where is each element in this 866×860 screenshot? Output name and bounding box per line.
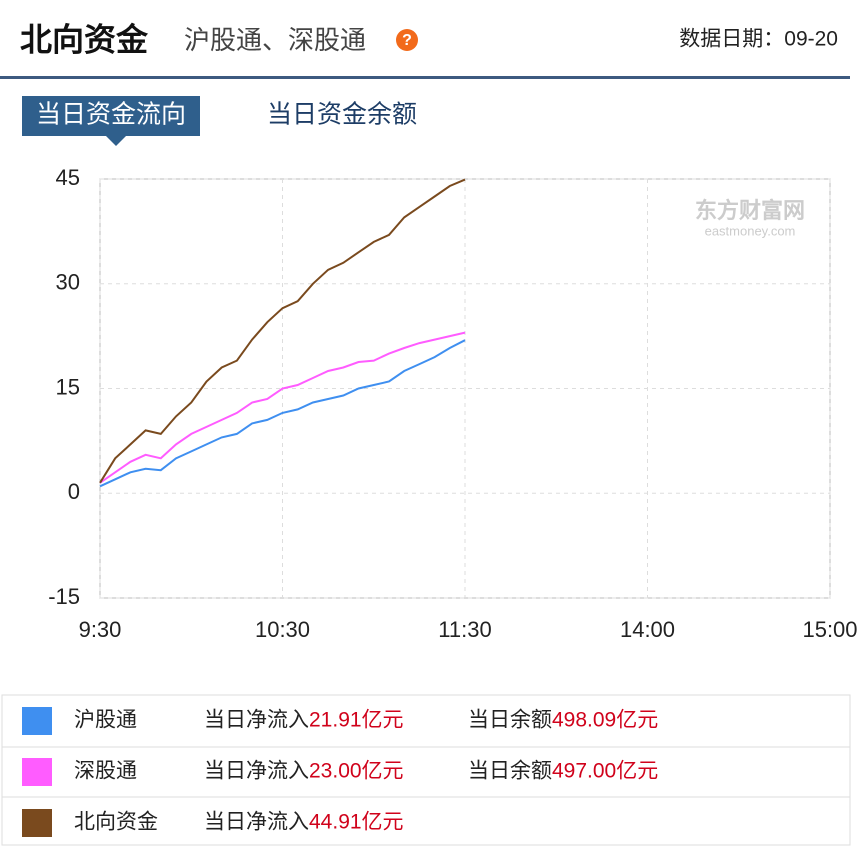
legend-swatch [22,707,52,735]
date: 数据日期：09-20 [679,28,838,51]
y-tick-label: 15 [56,374,80,399]
tab-label[interactable]: 当日资金余额 [267,101,417,129]
y-tick-label: 30 [56,270,80,295]
title: 北向资金 [20,21,149,57]
inflow-value: 23.00亿元 [309,760,404,783]
tab-active[interactable] [22,96,200,136]
legend-table [1,694,851,846]
series-line [99,178,466,484]
inflow-value: 21.91亿元 [309,709,404,732]
watermark-url: eastmoney.com [705,223,796,238]
balance-value: 498.09亿元 [552,709,658,732]
legend-name: 沪股通 [74,709,137,732]
x-tick-label: 11:30 [438,617,491,642]
header-rule [0,76,850,79]
inflow-label: 当日净流入 [204,709,309,732]
legend-name: 北向资金 [74,811,158,834]
y-tick-label: -15 [48,584,80,609]
x-tick-label: 9:30 [79,617,122,642]
x-tick-label: 15:00 [802,617,857,642]
tab-pointer [106,136,126,146]
inflow-value: 44.91亿元 [309,811,404,834]
legend-name: 深股通 [74,760,137,783]
legend-swatch [22,809,52,837]
legend-swatch [22,758,52,786]
subtitle: 沪股通、深股通 [184,25,366,55]
y-tick-label: 45 [56,165,80,190]
balance-value: 497.00亿元 [552,760,658,783]
tab-label[interactable]: 当日资金流向 [36,101,186,129]
x-tick-label: 14:00 [620,617,675,642]
help-mark: ? [402,32,412,49]
inflow-label: 当日净流入 [204,811,309,834]
help-icon[interactable] [396,29,418,51]
balance-label: 当日余额 [468,709,552,732]
inflow-label: 当日净流入 [204,760,309,783]
series-line [99,339,466,488]
balance-label: 当日余额 [468,760,552,783]
y-tick-label: 0 [68,479,80,504]
series-line [99,331,466,484]
watermark: 东方财富网 [695,198,805,223]
x-tick-label: 10:30 [255,617,310,642]
